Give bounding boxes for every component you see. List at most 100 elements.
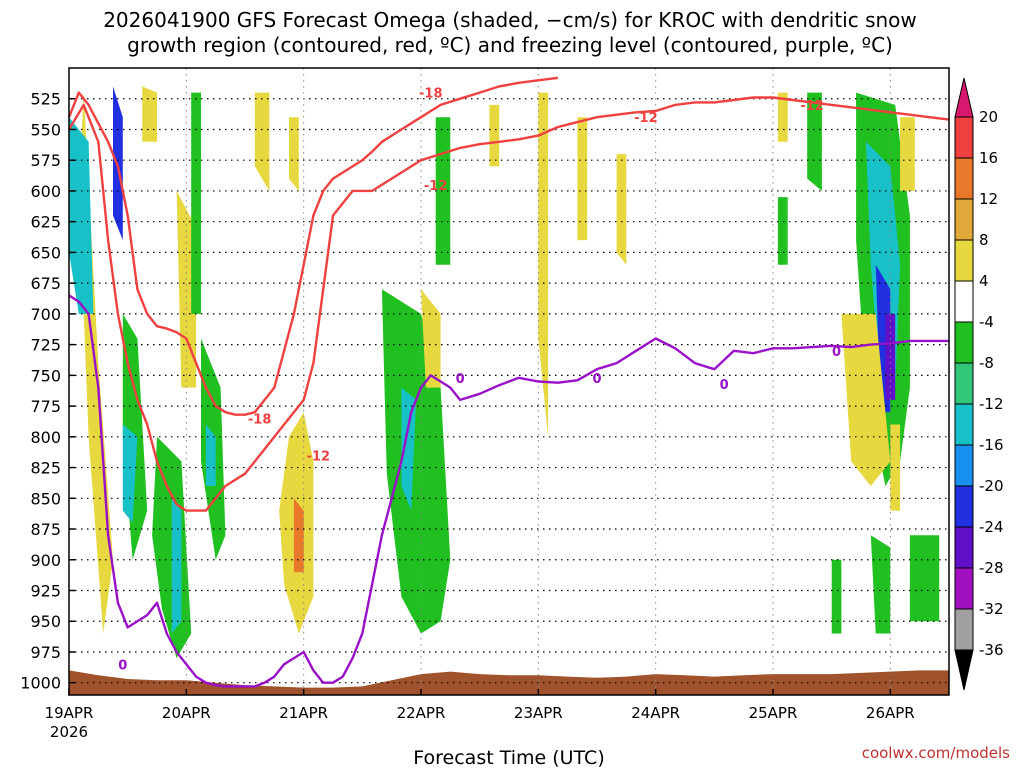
y-axis: 525 550 575 600 625 650 675 700 725 750 775 800 825 8… [20,90,75,693]
colorbar-segment [954,198,974,241]
y-tick-label: 575 [30,151,61,170]
plot-frame [68,67,950,696]
terrain [69,670,949,695]
x-tick-label: 19APR [45,704,94,722]
y-tick-label: 900 [30,551,61,570]
contour-label: 0 [720,378,729,393]
colorbar-segment [954,403,974,446]
y-tick-label: 825 [30,459,61,478]
colorbar-segment [954,608,974,651]
y-tick-label: 850 [30,489,61,508]
omega-region-green [191,92,201,314]
x-tick-label: 25APR [749,704,798,722]
colorbar-label: 12 [979,190,998,208]
x-tick-label: 23APR [514,704,563,722]
colorbar-segment [954,567,974,610]
omega-region-cyan [122,424,138,523]
y-tick-label: 675 [30,274,61,293]
contour-label: -12 [307,449,331,464]
contour-label: 0 [456,372,465,387]
omega-region-cyan [69,117,94,314]
title-line-2: growth region (contoured, red, ºC) and f… [127,33,893,57]
colorbar-top-arrow [954,77,974,118]
y-tick-label: 950 [30,612,61,631]
x-axis-label: Forecast Time (UTC) [413,747,604,768]
omega-region-yellow [489,104,500,167]
omega-region-yellow [142,86,157,142]
colorbar-label: -12 [979,395,1004,413]
grid [69,68,949,695]
colorbar-label: -28 [979,559,1004,577]
contour-label: 0 [118,658,127,673]
contour-label: 0 [832,345,841,360]
colorbar-segment [954,362,974,405]
colorbar: 20 16 12 8 4 -4 -8 -12 -16 -20 -24 -28 -32 -36 [954,77,1004,691]
y-tick-label: 800 [30,428,61,447]
x-tick-label: 26APR [866,704,915,722]
omega-region-cyan [205,424,216,486]
omega-region-green [777,197,788,265]
colorbar-label: -24 [979,518,1004,536]
y-tick-label: 725 [30,336,61,355]
colorbar-label: -8 [979,354,994,372]
colorbar-label: 8 [979,231,989,249]
x-tick-label: 21APR [279,704,328,722]
colorbar-label: -4 [979,313,994,331]
omega-region-yellow [900,117,915,191]
contour-label: -18 [419,87,443,102]
omega-region-yellow [289,117,299,191]
colorbar-label: 20 [979,108,998,126]
omega-region-yellow [841,313,891,486]
colorbar-segment [954,157,974,200]
colorbar-segment [954,485,974,528]
omega-region-yellow [254,92,270,191]
x-tick-label: 24APR [631,704,680,722]
contour-label: -12 [424,179,448,194]
colorbar-segment [954,526,974,569]
colorbar-segment [954,321,974,364]
omega-region-yellow [890,424,901,511]
contour-line--18 [67,76,559,416]
y-tick-label: 525 [30,90,61,109]
terrain-fill [69,670,949,695]
y-tick-label: 1000 [20,674,61,693]
omega-region-yellow [777,92,788,142]
contour-label: 0 [592,372,601,387]
omega-region-green [909,535,940,622]
contour-label: -12 [634,111,658,126]
x-tick-label: 22APR [397,704,446,722]
omega-region-yellow [538,92,549,437]
omega-region-green [152,436,192,659]
colorbar-segment [954,239,974,282]
omega-region-cyan [401,387,417,511]
y-tick-label: 650 [30,243,61,262]
credit-text: coolwx.com/models [862,744,1010,762]
omega-region-cyan [171,498,182,634]
y-tick-label: 600 [30,182,61,201]
colorbar-segment [954,444,974,487]
y-tick-label: 550 [30,120,61,139]
y-tick-label: 625 [30,213,61,232]
contour-labels: -18 -12 -12 -12 -18 -12 0 0 0 0 0 [118,87,841,674]
colorbar-bottom-arrow [954,649,974,691]
colorbar-segment [954,116,974,159]
y-tick-label: 750 [30,366,61,385]
colorbar-label: -16 [979,436,1004,454]
y-tick-label: 875 [30,520,61,539]
contour-label: -12 [800,99,824,114]
colorbar-label: 4 [979,272,989,290]
x-tick-label: 20APR [162,704,211,722]
contour-lines [67,76,950,688]
plot-area: -18 -12 -12 -12 -18 -12 0 0 0 0 0 [67,67,950,696]
omega-region-orange [293,498,304,573]
colorbar-segment [954,280,974,323]
y-tick-label: 925 [30,582,61,601]
y-tick-label: 700 [30,305,61,324]
omega-region-green [807,92,822,191]
omega-region-green [831,559,842,634]
colorbar-label: -36 [979,641,1004,659]
omega-region-yellow [577,117,588,241]
omega-region-yellow [616,154,627,265]
